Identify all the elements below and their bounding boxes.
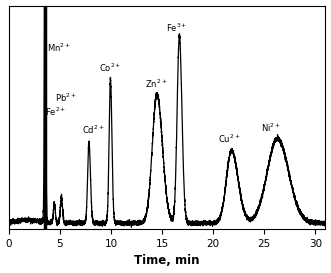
Text: Mn$^{2+}$: Mn$^{2+}$ — [47, 42, 71, 54]
Text: Fe$^{2+}$: Fe$^{2+}$ — [45, 106, 67, 118]
X-axis label: Time, min: Time, min — [134, 254, 200, 268]
Text: Ni$^{2+}$: Ni$^{2+}$ — [261, 122, 281, 135]
Text: Cu$^{2+}$: Cu$^{2+}$ — [218, 132, 241, 145]
Text: Cd$^{2+}$: Cd$^{2+}$ — [82, 124, 104, 136]
Text: Fe$^{3+}$: Fe$^{3+}$ — [166, 21, 187, 34]
Text: Pb$^{2+}$: Pb$^{2+}$ — [55, 92, 77, 104]
Text: Co$^{2+}$: Co$^{2+}$ — [99, 62, 121, 74]
Text: Zn$^{2+}$: Zn$^{2+}$ — [145, 78, 167, 90]
